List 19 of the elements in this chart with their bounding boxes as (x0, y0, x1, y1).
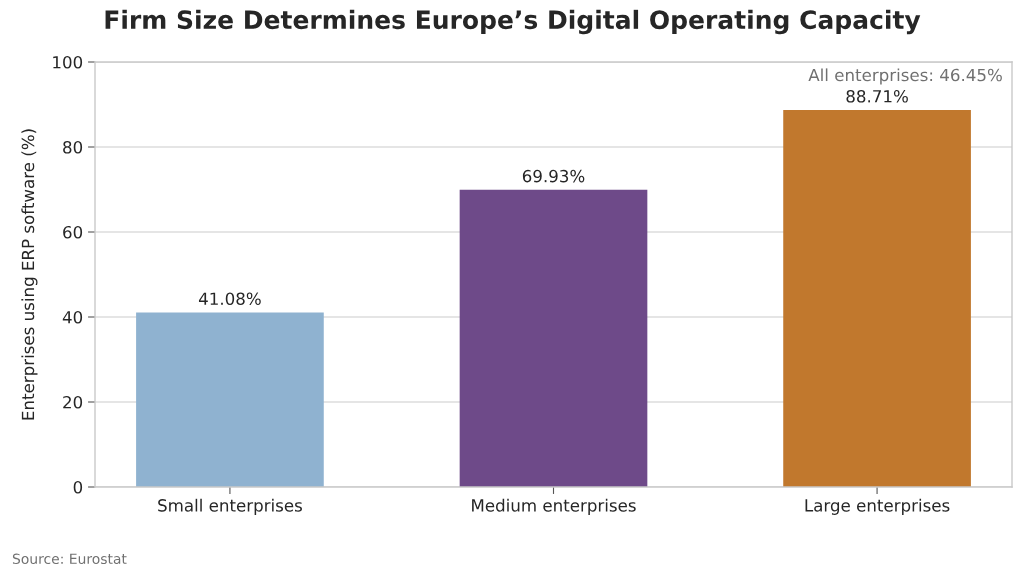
bar (136, 312, 324, 487)
y-tick-label: 40 (62, 310, 83, 324)
data-label: 69.93% (522, 169, 585, 183)
annotation: All enterprises: 46.45% (808, 68, 1002, 85)
source-note: Source: Eurostat (12, 553, 127, 565)
data-label: 88.71% (846, 89, 908, 103)
bar (459, 189, 648, 487)
x-tick-label: Small enterprises (158, 498, 302, 515)
y-tick-label: 60 (63, 225, 83, 239)
x-tick-label: Medium enterprises (472, 498, 636, 515)
bar (783, 109, 971, 487)
y-tick-label: 20 (63, 395, 83, 409)
y-tick-label: 0 (73, 480, 83, 494)
y-tick-label: 80 (63, 140, 83, 154)
chart-title: Firm Size Determines Europe’s Digital Operating Capacity (105, 9, 921, 35)
y-tick-label: 100 (53, 55, 83, 69)
data-label: 41.08% (198, 292, 261, 306)
x-tick-label: Large enterprises (805, 498, 950, 515)
y-axis-title: Enterprises using ERP software (%) (21, 129, 38, 420)
